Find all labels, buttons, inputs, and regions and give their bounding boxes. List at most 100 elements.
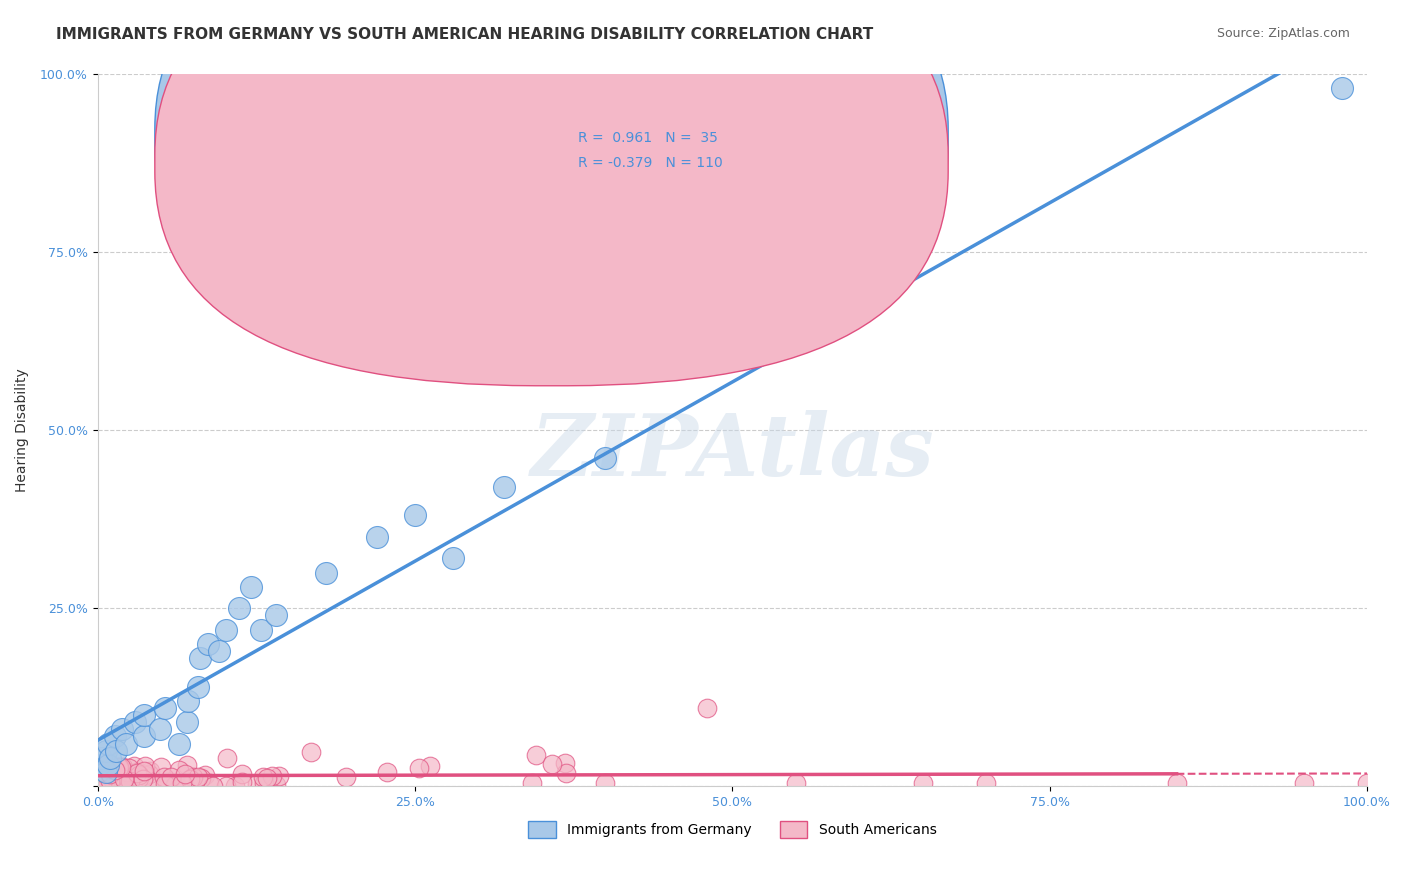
- Point: [115, 771, 138, 785]
- Point: [90, 758, 112, 772]
- Point: [89, 764, 111, 779]
- Point: [104, 730, 127, 744]
- Point: [108, 772, 131, 787]
- Point: [118, 774, 141, 789]
- Point: [121, 769, 143, 783]
- Point: [974, 776, 997, 790]
- Point: [134, 764, 156, 778]
- Point: [167, 737, 190, 751]
- Point: [441, 551, 464, 566]
- Point: [177, 694, 200, 708]
- Point: [141, 775, 163, 789]
- FancyBboxPatch shape: [510, 119, 917, 191]
- Point: [134, 769, 156, 783]
- Point: [554, 756, 576, 770]
- Point: [96, 744, 118, 758]
- Point: [103, 765, 125, 780]
- Text: R = -0.379   N = 110: R = -0.379 N = 110: [578, 155, 723, 169]
- Point: [101, 772, 124, 786]
- Point: [98, 778, 121, 792]
- Point: [156, 777, 179, 791]
- Point: [96, 766, 118, 780]
- Point: [194, 768, 217, 782]
- Point: [97, 758, 120, 772]
- Point: [231, 774, 253, 789]
- Point: [315, 566, 337, 580]
- Point: [266, 778, 288, 792]
- Point: [90, 774, 112, 789]
- Point: [408, 761, 430, 775]
- Point: [181, 772, 204, 787]
- Point: [187, 770, 209, 784]
- Point: [90, 777, 112, 791]
- Point: [89, 759, 111, 773]
- Point: [115, 764, 138, 779]
- Point: [108, 760, 131, 774]
- Point: [167, 763, 190, 777]
- Point: [87, 758, 110, 772]
- Point: [163, 778, 186, 792]
- Point: [89, 772, 111, 786]
- Point: [1330, 80, 1353, 95]
- Point: [524, 747, 547, 762]
- Text: Source: ZipAtlas.com: Source: ZipAtlas.com: [1216, 27, 1350, 40]
- Point: [127, 765, 149, 780]
- Point: [139, 764, 162, 779]
- Point: [110, 773, 132, 788]
- Point: [520, 776, 543, 790]
- Point: [100, 762, 122, 776]
- Point: [138, 766, 160, 780]
- Point: [90, 751, 112, 765]
- Point: [190, 771, 212, 785]
- Point: [134, 759, 156, 773]
- Point: [142, 777, 165, 791]
- Point: [93, 774, 115, 789]
- Text: R =  0.961   N =  35: R = 0.961 N = 35: [578, 130, 717, 145]
- Point: [124, 759, 146, 773]
- Point: [595, 451, 617, 466]
- Point: [173, 767, 195, 781]
- Point: [87, 773, 110, 788]
- Point: [98, 772, 121, 786]
- Point: [541, 756, 564, 771]
- FancyBboxPatch shape: [155, 0, 948, 385]
- Point: [1292, 776, 1315, 790]
- Point: [104, 763, 127, 777]
- Point: [269, 769, 291, 783]
- Point: [366, 530, 388, 544]
- Point: [111, 760, 134, 774]
- Point: [246, 777, 269, 791]
- Point: [132, 772, 155, 786]
- Point: [93, 772, 115, 786]
- Point: [90, 760, 112, 774]
- Point: [97, 737, 120, 751]
- Point: [202, 780, 225, 794]
- Point: [153, 701, 176, 715]
- Point: [197, 776, 219, 790]
- Point: [97, 768, 120, 782]
- Point: [105, 774, 128, 789]
- Point: [157, 774, 180, 789]
- Point: [87, 765, 110, 780]
- Point: [98, 767, 121, 781]
- Point: [208, 644, 231, 658]
- Point: [110, 760, 132, 774]
- Point: [97, 772, 120, 787]
- Text: IMMIGRANTS FROM GERMANY VS SOUTH AMERICAN HEARING DISABILITY CORRELATION CHART: IMMIGRANTS FROM GERMANY VS SOUTH AMERICA…: [56, 27, 873, 42]
- Point: [132, 730, 155, 744]
- Point: [595, 776, 617, 790]
- Point: [228, 601, 250, 615]
- Point: [118, 761, 141, 775]
- Point: [554, 766, 576, 780]
- Point: [301, 745, 323, 759]
- Point: [91, 779, 114, 793]
- Point: [252, 770, 274, 784]
- Point: [149, 759, 172, 773]
- Point: [98, 751, 121, 765]
- Point: [98, 765, 121, 780]
- Point: [100, 773, 122, 788]
- Point: [89, 776, 111, 790]
- Point: [215, 779, 238, 793]
- Point: [260, 769, 283, 783]
- Point: [105, 744, 128, 758]
